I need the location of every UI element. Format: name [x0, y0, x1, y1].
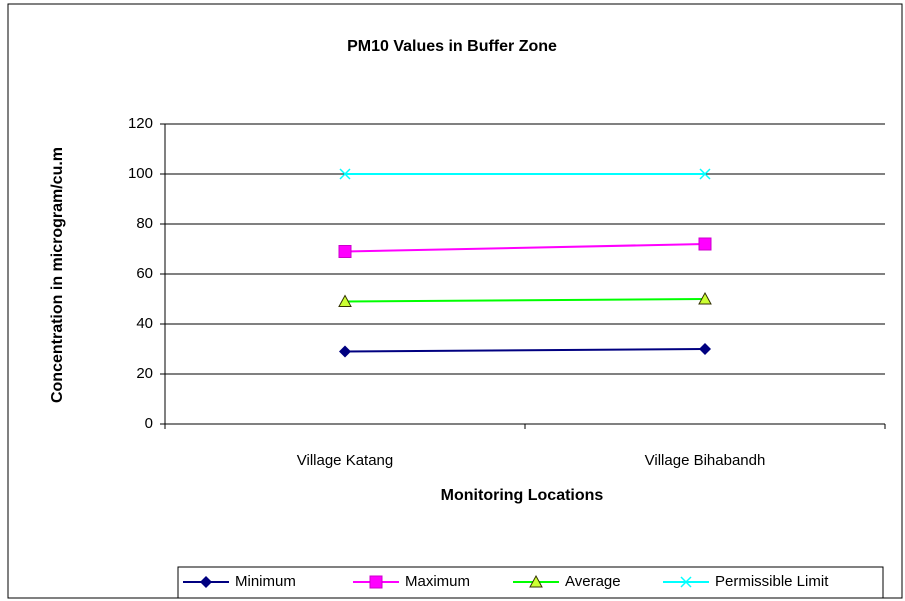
y-tick-label: 120: [128, 115, 153, 132]
legend-marker: [200, 576, 212, 588]
x-tick-label: Village Bihabandh: [645, 452, 766, 469]
point: [338, 245, 352, 258]
point: [698, 237, 712, 251]
series-line: [344, 298, 706, 303]
x-axis-label: Monitoring Locations: [441, 487, 604, 504]
legend-marker: [369, 575, 383, 589]
legend-label: Permissible Limit: [715, 573, 829, 590]
y-axis-label: Concentration in microgram/cu.m: [49, 147, 66, 403]
point: [698, 291, 712, 305]
point: [339, 168, 351, 180]
legend-marker: [529, 574, 543, 588]
point: [699, 343, 711, 355]
series-line: [344, 348, 706, 353]
y-tick-label: 100: [128, 165, 153, 182]
legend-label: Maximum: [405, 573, 470, 590]
legend-marker: [680, 576, 692, 588]
y-tick-label: 40: [136, 315, 153, 332]
y-tick-label: 60: [136, 265, 153, 282]
point: [339, 345, 351, 358]
point: [699, 168, 711, 180]
point: [338, 294, 352, 307]
legend-label: Average: [565, 573, 621, 590]
y-tick-label: 80: [136, 215, 153, 232]
x-tick-label: Village Katang: [297, 452, 393, 469]
chart-title: PM10 Values in Buffer Zone: [347, 38, 557, 55]
y-tick-label: 20: [136, 365, 153, 382]
y-tick-label: 0: [145, 415, 153, 432]
series-line: [344, 243, 706, 253]
legend-label: Minimum: [235, 573, 296, 590]
